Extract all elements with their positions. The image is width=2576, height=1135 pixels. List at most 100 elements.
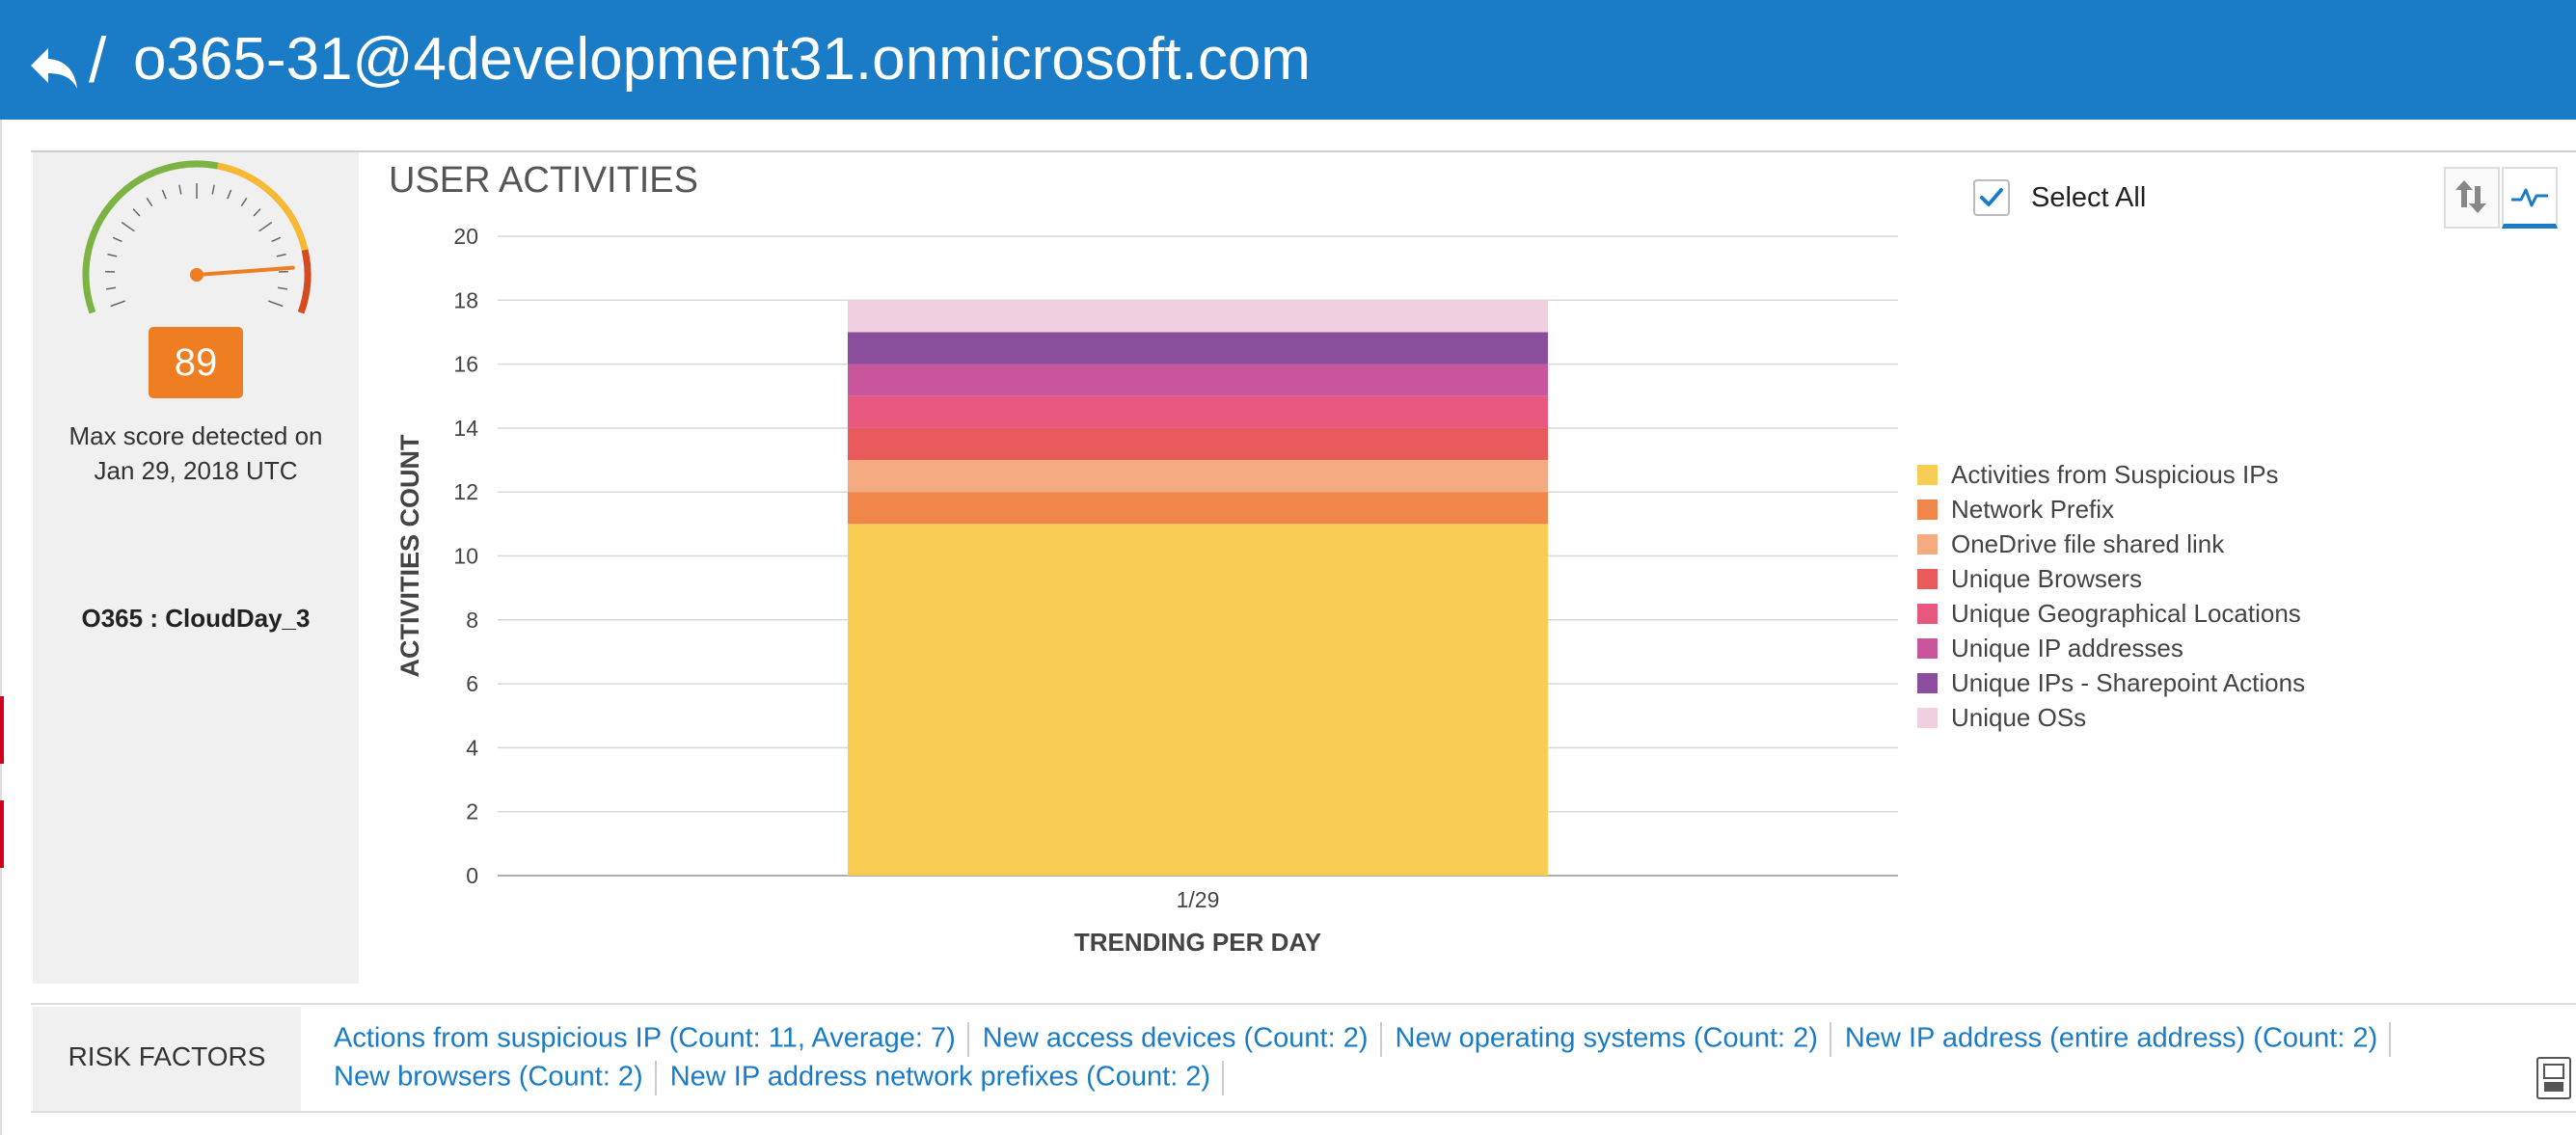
gauge-tick [107, 253, 118, 257]
header-bar: / o365-31@4development31.onmicrosoft.com [0, 0, 2576, 120]
source-label: O365 : CloudDay_3 [81, 604, 311, 633]
arrows-up-down-icon [2455, 180, 2486, 213]
legend-item[interactable]: Unique Browsers [1917, 561, 2305, 596]
bar-segment [848, 460, 1548, 493]
risk-factor-link[interactable]: New operating systems (Count: 2) [1395, 1022, 1818, 1054]
legend-item[interactable]: Network Prefix [1917, 492, 2305, 527]
legend-item[interactable]: OneDrive file shared link [1917, 527, 2305, 561]
bar-segment [848, 427, 1548, 461]
risk-factor-separator [1222, 1061, 1225, 1095]
y-tick-label: 2 [466, 799, 478, 824]
bar-segment [848, 300, 1548, 333]
legend-swatch [1917, 568, 1938, 589]
select-all-toggle[interactable]: Select All [1973, 179, 2146, 216]
score-badge: 89 [149, 327, 243, 398]
gauge-arc-segment [82, 160, 219, 314]
y-tick-label: 20 [453, 224, 478, 249]
risk-factors-panel [33, 1007, 301, 1111]
view-toggle-swap-button[interactable] [2444, 167, 2500, 229]
view-toggle-trend-button[interactable] [2502, 167, 2558, 229]
gauge-tick [161, 189, 167, 200]
panel-divider [31, 150, 2576, 152]
legend-item[interactable]: Unique OSs [1917, 700, 2305, 735]
edge-marker [0, 696, 4, 764]
gauge-hub [190, 268, 203, 282]
legend-swatch [1917, 603, 1938, 624]
risk-factors-line2: New browsers (Count: 2) New IP address ne… [334, 1061, 1237, 1095]
legend-swatch [1917, 464, 1938, 485]
gauge-tick [110, 300, 126, 308]
gauge-tick [240, 197, 248, 207]
legend-label: OneDrive file shared link [1951, 528, 2225, 558]
risk-divider-bottom [31, 1111, 2576, 1113]
score-caption-line2: Jan 29, 2018 UTC [94, 456, 298, 485]
risk-divider [31, 1003, 2576, 1005]
gauge-tick [258, 221, 273, 232]
y-tick-label: 10 [453, 544, 478, 569]
legend-label: Network Prefix [1951, 494, 2115, 524]
gauge-tick [227, 189, 232, 200]
risk-factors-label: RISK FACTORS [68, 1041, 266, 1071]
risk-factor-link[interactable]: New access devices (Count: 2) [982, 1022, 1369, 1054]
y-tick-label: 14 [453, 416, 478, 441]
legend-label: Unique Geographical Locations [1951, 598, 2301, 628]
legend-label: Activities from Suspicious IPs [1951, 459, 2279, 489]
legend-swatch [1917, 499, 1938, 520]
checkmark-icon [1980, 188, 2003, 206]
gauge-tick [271, 236, 282, 243]
legend-item[interactable]: Unique IPs - Sharepoint Actions [1917, 665, 2305, 700]
y-axis-title: ACTIVITIES COUNT [395, 434, 424, 678]
chart-legend: Activities from Suspicious IPs Network Pr… [1917, 457, 2305, 735]
gauge-tick [146, 197, 153, 207]
legend-swatch [1917, 672, 1938, 693]
legend-label: Unique OSs [1951, 702, 2087, 732]
select-all-checkbox[interactable] [1973, 179, 2010, 216]
risk-gauge [82, 160, 312, 314]
risk-factor-separator [654, 1061, 657, 1095]
bar-segment [848, 332, 1548, 365]
y-tick-label: 0 [466, 863, 478, 888]
risk-factor-link[interactable]: New browsers (Count: 2) [334, 1061, 643, 1093]
page-title: o365-31@4development31.onmicrosoft.com [133, 26, 1311, 93]
legend-label: Unique IP addresses [1951, 633, 2183, 662]
gauge-tick [253, 208, 261, 217]
y-tick-label: 6 [466, 671, 478, 696]
bar-segment [848, 364, 1548, 396]
title-separator: / [89, 24, 107, 95]
gauge-tick [277, 286, 287, 290]
bar-segment [848, 395, 1548, 428]
risk-factors-line1: Actions from suspicious IP (Count: 11, A… [334, 1022, 2404, 1057]
legend-item[interactable]: Activities from Suspicious IPs [1917, 457, 2305, 492]
legend-label: Unique Browsers [1951, 563, 2142, 593]
edge-marker [0, 800, 4, 868]
risk-factor-separator [2389, 1022, 2392, 1057]
risk-factor-link[interactable]: Actions from suspicious IP (Count: 11, A… [334, 1022, 956, 1054]
gauge-tick [267, 300, 284, 308]
risk-factor-link[interactable]: New IP address (entire address) (Count: … [1844, 1022, 2378, 1054]
back-arrow-icon[interactable] [27, 39, 81, 93]
page-edge [0, 120, 2, 1135]
gauge-tick [211, 184, 215, 195]
y-tick-label: 8 [466, 608, 478, 633]
x-axis-title: TRENDING PER DAY [1074, 928, 1321, 957]
legend-item[interactable]: Unique Geographical Locations [1917, 596, 2305, 631]
select-all-label: Select All [2031, 181, 2147, 213]
gauge-tick [276, 253, 286, 257]
risk-factor-separator [1829, 1022, 1831, 1057]
x-tick-label: 1/29 [1177, 887, 1220, 912]
y-tick-label: 16 [453, 352, 478, 377]
legend-item[interactable]: Unique IP addresses [1917, 631, 2305, 665]
legend-label: Unique IPs - Sharepoint Actions [1951, 667, 2306, 697]
activity-line-icon [2511, 188, 2548, 207]
score-caption-line1: Max score detected on [68, 421, 323, 450]
gauge-tick [106, 286, 117, 290]
legend-swatch [1917, 637, 1938, 659]
score-caption: Max score detected on Jan 29, 2018 UTC [33, 419, 359, 488]
report-icon[interactable] [2536, 1057, 2571, 1099]
gauge-tick [178, 184, 182, 195]
legend-swatch [1917, 533, 1938, 554]
activities-chart: 0 2 4 6 8 10 12 14 16 18 20 1/29 TRENDING PER DAY ACT… [395, 224, 1898, 957]
legend-swatch [1917, 707, 1938, 728]
risk-factor-link[interactable]: New IP address network prefixes (Count: … [669, 1061, 1211, 1093]
gauge-arc-segment [297, 249, 312, 314]
